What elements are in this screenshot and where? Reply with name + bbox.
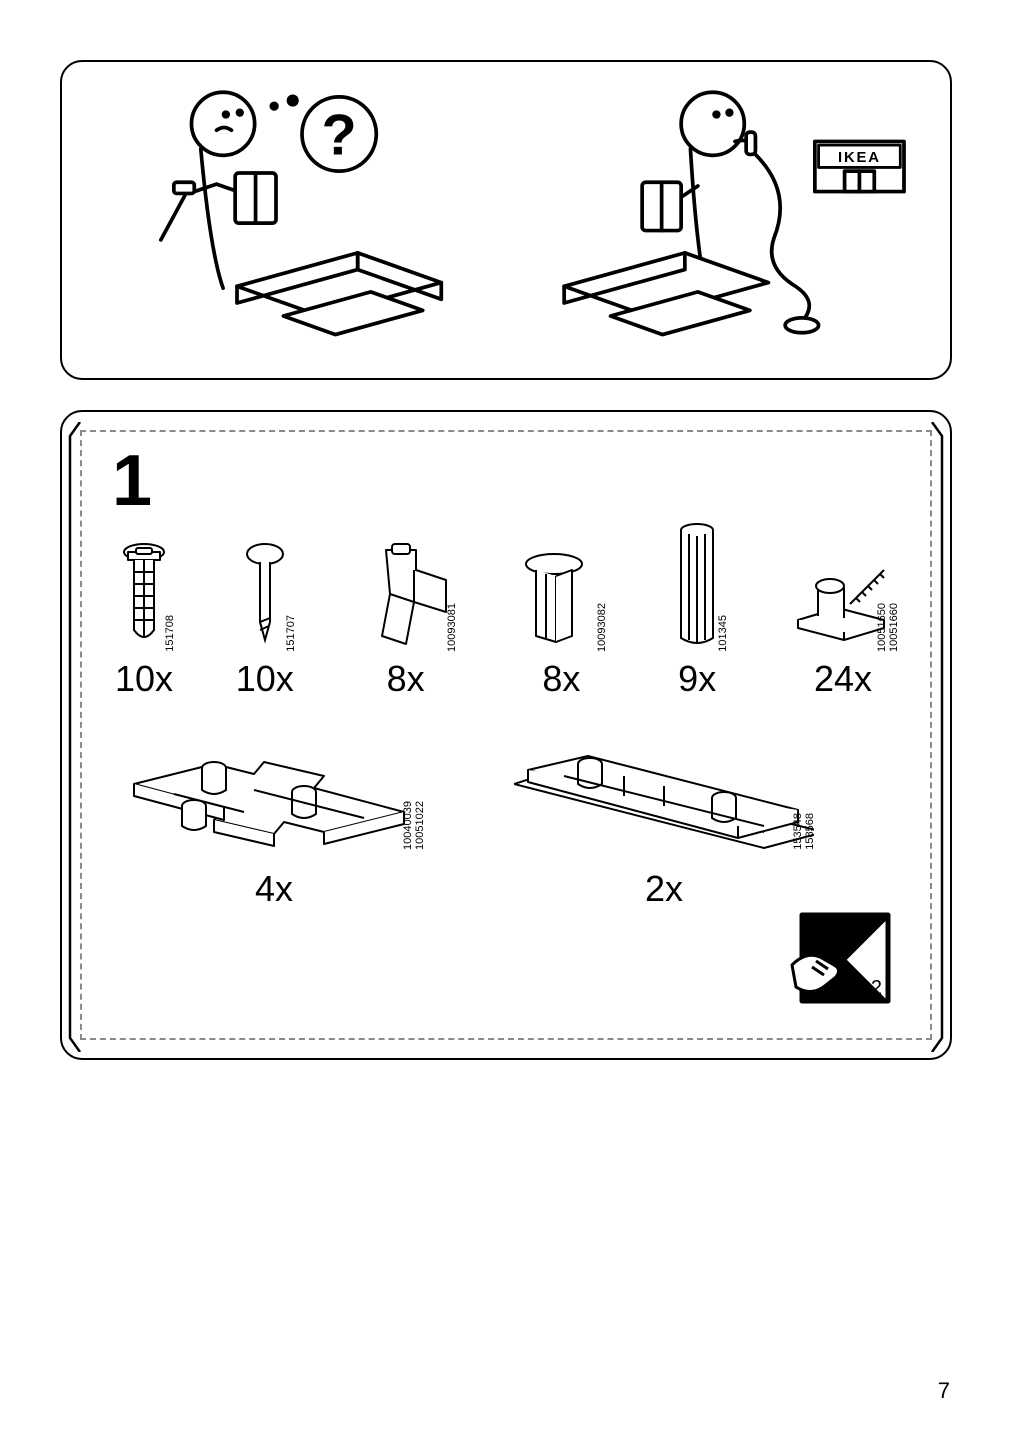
part-qty: 24x: [814, 658, 872, 700]
part-code: 151708: [164, 615, 176, 652]
straight-bracket-icon: [514, 730, 814, 860]
part-code: 10051650 10051660: [876, 603, 900, 652]
step-number: 1: [112, 440, 152, 522]
part-qty: 10x: [236, 658, 294, 700]
help-panel: ?: [60, 60, 952, 380]
part-cross-bracket: 10040039 10051022 4x: [114, 730, 434, 910]
part-qty: 4x: [255, 868, 293, 910]
part-code: 153548 158568: [792, 813, 816, 850]
parts-row-1: 151708 10x: [104, 540, 908, 700]
part-qty: 8x: [387, 658, 425, 700]
part-qty: 10x: [115, 658, 173, 700]
svg-text:?: ?: [322, 103, 357, 167]
part-code: 10093081: [446, 603, 458, 652]
bracket-a-icon: [356, 540, 456, 650]
part-code: 10093082: [596, 603, 608, 652]
confused-person-icon: ?: [92, 82, 512, 342]
part-qty: 2x: [645, 868, 683, 910]
page-reference: 12: [786, 907, 896, 1012]
page-number: 7: [938, 1378, 950, 1404]
bracket-b-icon: [516, 540, 606, 650]
part-wedge-dowel: 10051650 10051660 24x: [788, 540, 898, 700]
ikea-label: IKEA: [838, 150, 881, 166]
step-panel: 1: [60, 410, 952, 1060]
part-code: 151707: [285, 615, 297, 652]
part-wall-plug: 151708 10x: [114, 540, 174, 700]
calling-ikea-scene: IKEA: [512, 82, 932, 358]
page-reference-number: 12: [860, 977, 882, 1000]
part-straight-bracket: 153548 158568 2x: [504, 730, 824, 910]
part-code: 101345: [717, 615, 729, 652]
person-calling-icon: IKEA: [512, 82, 932, 342]
part-bracket-b: 10093082 8x: [516, 540, 606, 700]
parts-row-2: 10040039 10051022 4x: [104, 730, 908, 910]
part-dowel: 101345 9x: [667, 540, 727, 700]
part-bracket-a: 10093081 8x: [356, 540, 456, 700]
part-screw: 151707 10x: [235, 540, 295, 700]
part-qty: 8x: [542, 658, 580, 700]
cross-bracket-icon: [124, 730, 424, 860]
part-qty: 9x: [678, 658, 716, 700]
part-code: 10040039 10051022: [402, 801, 426, 850]
confused-person-scene: ?: [92, 82, 512, 358]
